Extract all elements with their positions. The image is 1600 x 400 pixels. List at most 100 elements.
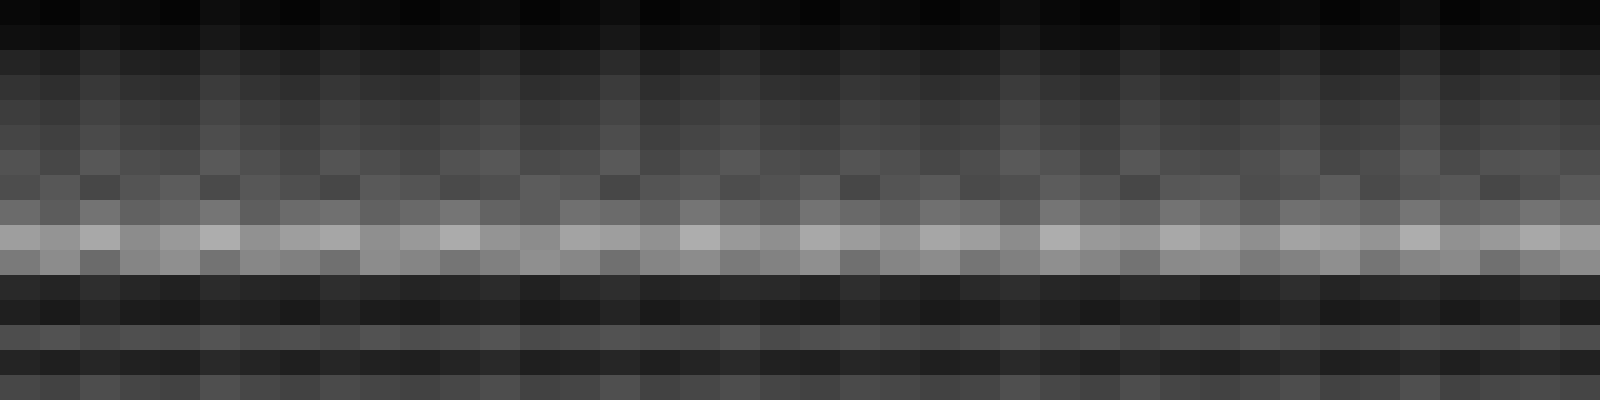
heatmap-cell — [240, 375, 281, 400]
heatmap-cell — [480, 75, 521, 101]
heatmap-cell — [400, 350, 441, 376]
heatmap-cell — [1280, 300, 1321, 326]
heatmap-cell — [1200, 25, 1241, 51]
heatmap-cell — [0, 350, 41, 376]
heatmap-cell — [1520, 325, 1561, 351]
heatmap-cell — [1240, 175, 1281, 201]
heatmap-cell — [800, 350, 841, 376]
heatmap-cell — [1560, 275, 1600, 301]
heatmap-cell — [120, 350, 161, 376]
heatmap-cell — [560, 325, 601, 351]
heatmap-cell — [920, 350, 961, 376]
heatmap-cell — [640, 325, 681, 351]
heatmap-cell — [1480, 275, 1521, 301]
heatmap-cell — [320, 125, 361, 151]
heatmap-cell — [1040, 350, 1081, 376]
heatmap-cell — [480, 150, 521, 176]
heatmap-cell — [240, 200, 281, 226]
heatmap-cell — [80, 325, 121, 351]
heatmap-cell — [440, 150, 481, 176]
heatmap-cell — [1520, 75, 1561, 101]
heatmap-cell — [1200, 325, 1241, 351]
heatmap-cell — [840, 200, 881, 226]
heatmap-cell — [1200, 100, 1241, 126]
heatmap-cell — [1560, 250, 1600, 276]
heatmap-cell — [1160, 325, 1201, 351]
heatmap-cell — [240, 325, 281, 351]
heatmap-cell — [160, 325, 201, 351]
heatmap-cell — [680, 325, 721, 351]
heatmap-cell — [240, 275, 281, 301]
heatmap-cell — [760, 125, 801, 151]
heatmap-cell — [200, 125, 241, 151]
heatmap-cell — [840, 175, 881, 201]
heatmap-cell — [0, 50, 41, 76]
heatmap-cell — [240, 300, 281, 326]
heatmap-cell — [1200, 75, 1241, 101]
heatmap-cell — [0, 325, 41, 351]
heatmap-cell — [200, 175, 241, 201]
heatmap-cell — [1120, 175, 1161, 201]
heatmap-cell — [760, 200, 801, 226]
heatmap-cell — [1000, 275, 1041, 301]
heatmap-cell — [480, 250, 521, 276]
heatmap-cell — [1040, 300, 1081, 326]
heatmap-cell — [680, 100, 721, 126]
heatmap-cell — [720, 175, 761, 201]
heatmap-cell — [680, 375, 721, 400]
heatmap-cell — [560, 350, 601, 376]
heatmap-cell — [1160, 300, 1201, 326]
heatmap-cell — [480, 100, 521, 126]
heatmap-cell — [1360, 250, 1401, 276]
heatmap-cell — [80, 350, 121, 376]
heatmap-cell — [1440, 100, 1481, 126]
heatmap-cell — [720, 275, 761, 301]
heatmap-cell — [200, 300, 241, 326]
heatmap-cell — [1080, 350, 1121, 376]
heatmap-cell — [0, 275, 41, 301]
heatmap-cell — [1440, 300, 1481, 326]
heatmap-cell — [1480, 175, 1521, 201]
heatmap-cell — [280, 0, 321, 26]
heatmap-cell — [800, 300, 841, 326]
heatmap-cell — [1080, 225, 1121, 251]
heatmap-cell — [1200, 0, 1241, 26]
heatmap-cell — [320, 75, 361, 101]
heatmap-cell — [1000, 50, 1041, 76]
heatmap-cell — [320, 150, 361, 176]
heatmap-cell — [480, 375, 521, 400]
heatmap-cell — [40, 300, 81, 326]
heatmap-cell — [40, 75, 81, 101]
heatmap-cell — [200, 150, 241, 176]
heatmap-cell — [800, 250, 841, 276]
heatmap-cell — [1000, 125, 1041, 151]
heatmap-cell — [400, 0, 441, 26]
heatmap-cell — [800, 275, 841, 301]
heatmap-cell — [1160, 250, 1201, 276]
heatmap-cell — [1080, 50, 1121, 76]
heatmap-cell — [1280, 0, 1321, 26]
heatmap-cell — [1160, 375, 1201, 400]
heatmap-cell — [960, 300, 1001, 326]
heatmap-cell — [400, 50, 441, 76]
heatmap-cell — [840, 325, 881, 351]
heatmap-cell — [320, 0, 361, 26]
heatmap-cell — [240, 175, 281, 201]
heatmap-cell — [600, 75, 641, 101]
heatmap-cell — [160, 125, 201, 151]
heatmap-cell — [440, 300, 481, 326]
heatmap-cell — [200, 75, 241, 101]
heatmap-cell — [520, 325, 561, 351]
heatmap-cell — [1400, 0, 1441, 26]
heatmap-cell — [680, 75, 721, 101]
heatmap-cell — [320, 325, 361, 351]
heatmap-cell — [1280, 325, 1321, 351]
heatmap-cell — [560, 25, 601, 51]
heatmap-cell — [520, 100, 561, 126]
heatmap-cell — [240, 225, 281, 251]
heatmap-cell — [400, 375, 441, 400]
heatmap-cell — [1040, 275, 1081, 301]
heatmap-cell — [1200, 300, 1241, 326]
heatmap-cell — [80, 275, 121, 301]
heatmap-cell — [1280, 200, 1321, 226]
